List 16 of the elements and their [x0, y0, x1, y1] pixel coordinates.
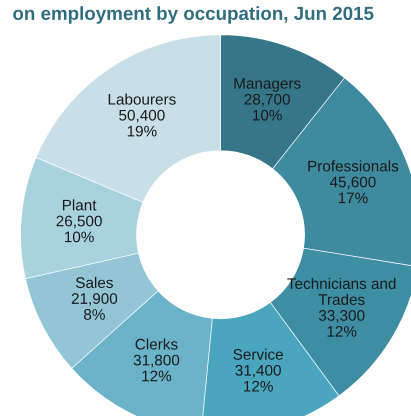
slice-label: Sales	[76, 276, 113, 288]
data-label: 21,900 8%	[72, 293, 118, 320]
data-label: 26,500 10%	[56, 216, 102, 242]
chart-title: on employment by occupation, Jun 2015	[13, 6, 374, 24]
slice-label: Clerks	[136, 338, 178, 350]
slice-label: Service	[233, 348, 283, 360]
data-label: 28,700 10%	[244, 94, 290, 121]
data-label: 50,400 19%	[119, 110, 165, 137]
data-label: 45,600 17%	[330, 176, 376, 204]
slice-label: Managers	[234, 78, 301, 92]
data-label: 31,400 12%	[235, 364, 281, 392]
slice-label: Plant	[62, 199, 96, 211]
data-label: 31,800 12%	[134, 354, 180, 382]
slice-label: Labourers	[108, 93, 176, 105]
slice-label: Professionals	[308, 160, 398, 172]
data-label: 33,300 12%	[318, 310, 364, 337]
